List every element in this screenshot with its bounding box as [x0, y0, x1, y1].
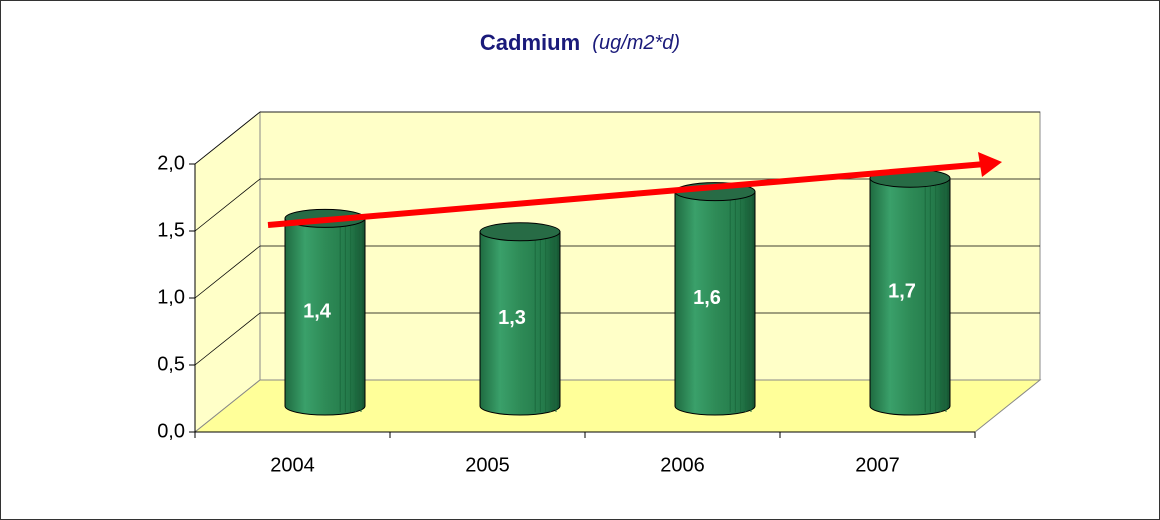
x-tick-label: 2005 [465, 454, 510, 476]
value-label: 1,7 [888, 280, 916, 302]
trend-arrowhead [978, 152, 1002, 177]
unit: (ug/m2*d) [592, 32, 680, 54]
value-label: 1,4 [303, 300, 332, 322]
grid-line [194, 312, 261, 366]
title: Cadmium [480, 30, 580, 55]
x-tick-label: 2004 [270, 454, 315, 476]
x-tick-label: 2006 [660, 454, 705, 476]
grid-line [194, 178, 261, 232]
bar: 1,4 [284, 208, 366, 416]
value-label: 1,6 [693, 287, 721, 309]
y-tick-label: 1,0 [157, 286, 185, 308]
bar-top [479, 222, 561, 242]
value-label: 1,3 [498, 307, 526, 329]
y-tick-label: 1,5 [157, 219, 185, 241]
bars: 1,4 1,3 1,6 1,7 [284, 168, 951, 416]
bar: 1,3 [479, 222, 561, 416]
chart-title: Cadmium (ug/m2*d) [480, 30, 680, 55]
x-tick-label: 2007 [855, 454, 900, 476]
bar: 1,6 [674, 182, 756, 416]
bar: 1,7 [869, 168, 951, 416]
trend-arrow [267, 161, 986, 228]
grid [194, 111, 1040, 366]
y-tick-label: 0,5 [157, 353, 185, 375]
grid-line [194, 111, 261, 165]
y-tick-label: 0,0 [157, 420, 185, 442]
y-tick-label: 2,0 [157, 152, 185, 174]
grid-line [194, 245, 261, 299]
